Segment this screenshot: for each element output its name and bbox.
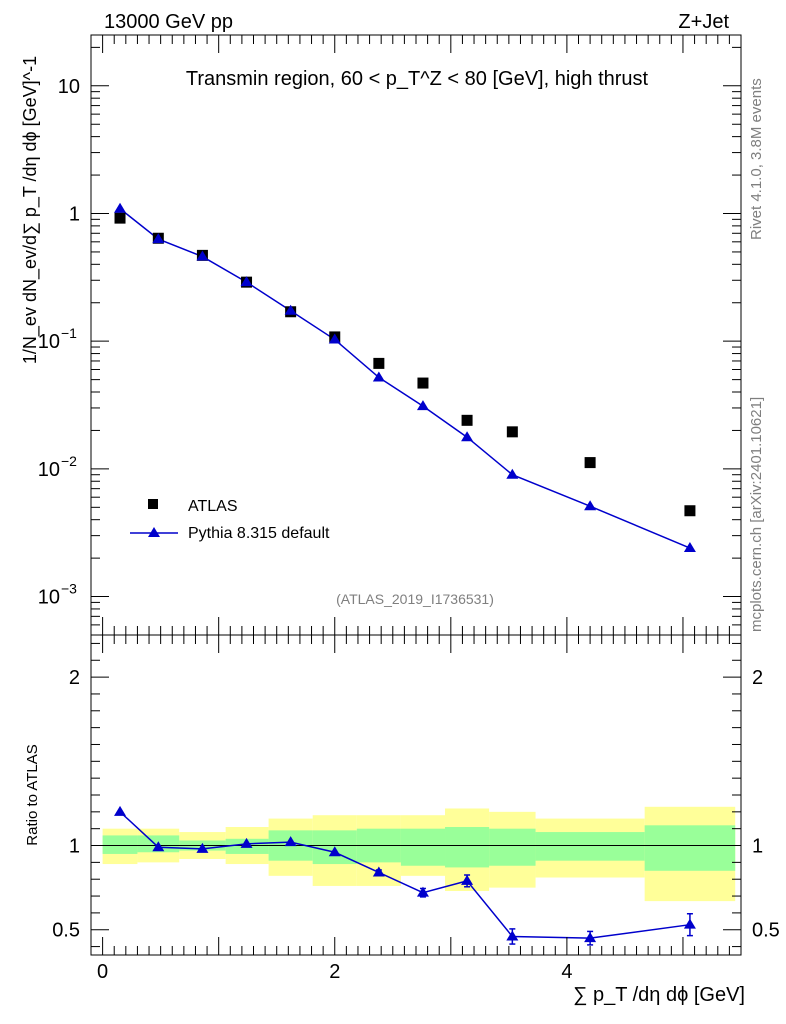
pythia-point bbox=[152, 233, 165, 244]
rivet-label: Rivet 4.1.0, 3.8M events bbox=[748, 78, 765, 240]
ratio-panel: 0.5 0.5 1 1 2 2 0 2 4 Ratio to ATLAS ∑ p_T /dη … bbox=[24, 634, 780, 1006]
y-tick-label: 10 bbox=[58, 76, 80, 98]
ratio-band-inner bbox=[102, 835, 138, 854]
ratio-tick-label-right: 2 bbox=[752, 667, 763, 689]
ratio-point bbox=[584, 932, 597, 943]
pythia-point bbox=[240, 276, 253, 287]
atlas-point bbox=[506, 426, 518, 438]
atlas-point bbox=[684, 505, 696, 517]
x-tick-labels: 0 2 4 bbox=[97, 961, 572, 983]
pythia-point bbox=[416, 400, 429, 411]
x-axis-label: ∑ p_T /dη dϕ [GeV] bbox=[573, 984, 745, 1006]
y-tick-label: 1 bbox=[69, 203, 80, 225]
ratio-point bbox=[196, 842, 209, 853]
pythia-line bbox=[119, 208, 691, 549]
legend: ATLAS Pythia 8.315 default bbox=[130, 498, 330, 542]
pythia-point bbox=[461, 431, 474, 442]
ratio-tick-label-left: 1 bbox=[69, 836, 80, 858]
ratio-x-ticks bbox=[90, 635, 742, 955]
main-x-ticks bbox=[90, 35, 742, 635]
ratio-tick-labels: 0.5 0.5 1 1 2 2 bbox=[52, 667, 780, 942]
y-tick-label: 10 bbox=[38, 331, 60, 353]
ratio-point bbox=[152, 841, 165, 852]
pythia-point bbox=[584, 500, 597, 511]
legend-pythia-marker bbox=[148, 527, 160, 537]
ratio-band-inner bbox=[445, 827, 490, 868]
ratio-tick-label-left: 0.5 bbox=[52, 920, 80, 942]
y-axis-label: 1/N_ev dN_ev/d∑ p_T /dη dϕ [GeV]^-1 bbox=[20, 56, 41, 364]
y-tick-exponent: −3 bbox=[61, 581, 77, 597]
mcplots-label: mcplots.cern.ch [arXiv:2401.10621] bbox=[748, 397, 765, 632]
process-label: Z+Jet bbox=[678, 11, 729, 33]
main-frame bbox=[90, 34, 742, 636]
pythia-point bbox=[196, 250, 209, 261]
pythia-point bbox=[328, 333, 341, 344]
y-tick-label: 10 bbox=[38, 587, 60, 609]
ratio-point bbox=[114, 805, 127, 816]
x-tick-label: 0 bbox=[97, 961, 108, 983]
ratio-tick-label-right: 0.5 bbox=[752, 920, 780, 942]
ratio-y-ticks bbox=[91, 642, 741, 948]
y-tick-label: 10 bbox=[38, 459, 60, 481]
pythia-point bbox=[114, 202, 127, 213]
x-tick-label: 2 bbox=[329, 961, 340, 983]
ratio-point bbox=[461, 874, 474, 885]
pythia-point bbox=[683, 542, 696, 553]
energy-label: 13000 GeV pp bbox=[104, 11, 233, 33]
ratio-tick-label-left: 2 bbox=[69, 667, 80, 689]
ratio-frame bbox=[90, 634, 742, 956]
legend-pythia-label: Pythia 8.315 default bbox=[188, 525, 330, 542]
legend-atlas-label: ATLAS bbox=[188, 498, 238, 515]
y-tick-exponent: −1 bbox=[61, 325, 77, 341]
ratio-point bbox=[240, 837, 253, 848]
ratio-point bbox=[372, 866, 385, 877]
pythia-point bbox=[284, 304, 297, 315]
main-series bbox=[114, 202, 696, 553]
ratio-bands bbox=[102, 806, 736, 902]
ratio-band-inner bbox=[535, 832, 645, 861]
atlas-point bbox=[417, 377, 429, 389]
chart-title: Transmin region, 60 < p_T^Z < 80 [GeV], … bbox=[186, 68, 649, 90]
atlas-point bbox=[584, 457, 596, 469]
legend-atlas-marker bbox=[148, 499, 158, 509]
ratio-band-inner bbox=[489, 828, 536, 866]
ratio-point bbox=[416, 886, 429, 897]
main-y-ticks bbox=[91, 46, 741, 636]
ratio-tick-label-right: 1 bbox=[752, 836, 763, 858]
ratio-point bbox=[284, 836, 297, 847]
y-tick-exponent: −2 bbox=[61, 453, 77, 469]
ratio-band-inner bbox=[644, 825, 736, 871]
ratio-point bbox=[506, 930, 519, 941]
ratio-point bbox=[683, 918, 696, 929]
ratio-band-inner bbox=[400, 828, 446, 866]
pythia-point bbox=[372, 371, 385, 382]
x-tick-label: 4 bbox=[561, 961, 572, 983]
analysis-id: (ATLAS_2019_I1736531) bbox=[336, 591, 494, 607]
atlas-point bbox=[461, 414, 473, 426]
pythia-point bbox=[506, 468, 519, 479]
ratio-y-axis-label: Ratio to ATLAS bbox=[24, 744, 41, 845]
atlas-point bbox=[373, 357, 385, 369]
ratio-point bbox=[328, 846, 341, 857]
ratio-series bbox=[114, 805, 696, 946]
atlas-point bbox=[114, 212, 126, 224]
ratio-line bbox=[119, 811, 691, 939]
